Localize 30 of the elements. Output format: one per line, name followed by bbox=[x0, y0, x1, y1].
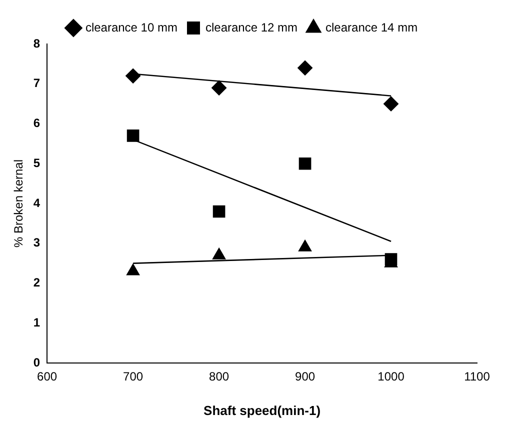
y-tick-label: 6 bbox=[33, 116, 40, 130]
y-tick-label: 5 bbox=[33, 156, 40, 170]
point bbox=[212, 80, 227, 96]
point bbox=[298, 60, 313, 76]
point bbox=[212, 205, 226, 218]
x-tick-label: 1000 bbox=[378, 370, 405, 384]
x-tick-label: 1100 bbox=[464, 370, 490, 384]
x-tick-label: 800 bbox=[209, 370, 230, 384]
point bbox=[298, 157, 312, 170]
y-tick-label: 7 bbox=[33, 76, 40, 90]
x-tick-label: 700 bbox=[123, 370, 144, 384]
y-axis-title: % Broken kernal bbox=[12, 159, 26, 248]
y-tick-label: 3 bbox=[33, 236, 40, 250]
legend-label: clearance 14 mm bbox=[326, 20, 418, 34]
x-tick-label: 600 bbox=[37, 370, 58, 384]
point bbox=[126, 264, 140, 276]
x-axis-title: Shaft speed(min-1) bbox=[204, 402, 321, 418]
legend-label: clearance 12 mm bbox=[205, 20, 298, 34]
point bbox=[298, 240, 312, 252]
y-tick-label: 1 bbox=[33, 315, 40, 330]
y-tick-label: 0 bbox=[33, 355, 40, 370]
x-tick-label: 900 bbox=[295, 370, 316, 384]
point bbox=[212, 248, 226, 260]
y-tick-label: 8 bbox=[33, 36, 40, 50]
point bbox=[126, 130, 140, 142]
point bbox=[126, 68, 141, 84]
y-tick-label: 4 bbox=[33, 196, 40, 210]
legend-label: clearance 10 mm bbox=[85, 20, 178, 34]
y-tick-label: 2 bbox=[33, 276, 40, 290]
point bbox=[384, 96, 399, 112]
